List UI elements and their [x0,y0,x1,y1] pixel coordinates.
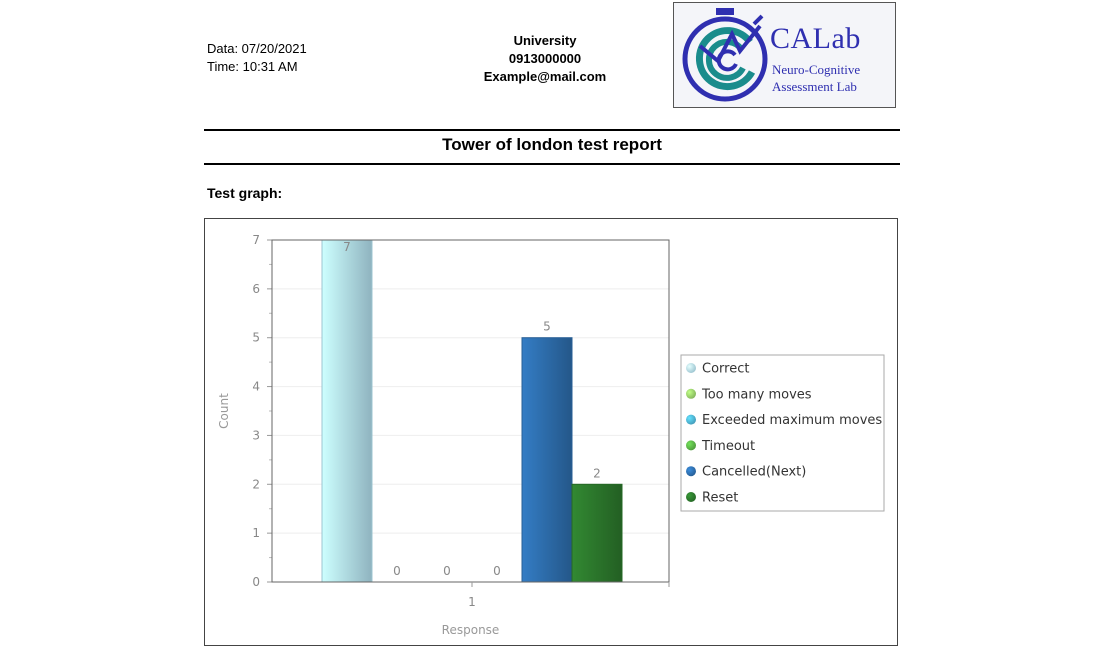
legend-label: Cancelled(Next) [702,465,806,480]
logo-emblem-icon [682,8,768,102]
title-rule-top [204,129,900,131]
bar-value-label: 7 [343,240,351,254]
legend-label: Exceeded maximum moves [702,413,882,428]
report-date: Data: 07/20/2021 [207,41,307,56]
report-title: Tower of london test report [442,135,662,154]
legend-marker [686,466,696,477]
bar-value-label: 0 [443,564,451,578]
y-axis-title: Count [217,393,231,429]
chart-frame [204,218,898,646]
x-axis-title: Response [442,623,500,637]
plot-border [271,239,670,583]
legend-box [680,354,885,512]
logo-subtitle: Neuro-Cognitive Assessment Lab [772,61,860,95]
contact-phone: 0913000000 [508,51,582,66]
report-time: Time: 10:31 AM [207,59,298,74]
y-tick-label: 5 [252,331,260,345]
bar-value-label: 0 [493,564,501,578]
legend-label: Timeout [701,439,755,454]
x-tick-label: 1 [468,595,476,609]
y-tick-label: 1 [252,526,260,540]
chart-bars: 7 0 0 0 5 2 [321,239,623,583]
contact-block: University 0913000000 Example@mail.com [445,32,645,86]
bar-value-label: 5 [543,320,551,334]
bar-chart: 7 0 0 0 5 2 0 1 2 3 4 5 6 7 1 Response Count Correct Too… [217,233,885,637]
logo-name: CALab [770,22,861,55]
legend-label: Correct [702,362,749,377]
legend-marker [686,388,696,399]
section-label: Test graph: [207,185,283,201]
legend-marker [686,414,696,425]
bar-correct [321,239,373,583]
legend-marker [686,440,696,451]
legend-label: Too many moves [701,387,812,402]
y-tick-label: 0 [252,575,260,589]
logo-subtitle-line-1: Neuro-Cognitive [772,62,861,77]
title-rule-bottom [204,163,900,165]
report-meta: Data: 07/20/2021 Time: 10:31 AM [207,40,307,76]
y-tick-label: 4 [252,380,260,394]
institution-name: University [513,33,577,48]
legend-marker [686,363,696,373]
y-tick-label: 7 [252,233,260,247]
y-tick-label: 2 [252,477,260,491]
chart-axes: 0 1 2 3 4 5 6 7 1 Response Count [217,233,670,637]
chart-legend: Correct Too many moves Exceeded maximum mo… [680,354,885,512]
legend-marker [686,492,696,502]
y-tick-label: 3 [252,428,260,442]
contact-email: Example@mail.com [483,69,607,84]
logo-subtitle-line-2: Assessment Lab [772,79,857,94]
bar-value-label: 0 [393,564,401,578]
bar-cancelled-next- [521,337,573,583]
bar-reset [571,483,623,583]
legend-label: Reset [702,491,738,506]
bar-value-label: 2 [593,466,601,480]
y-tick-label: 6 [252,282,260,296]
